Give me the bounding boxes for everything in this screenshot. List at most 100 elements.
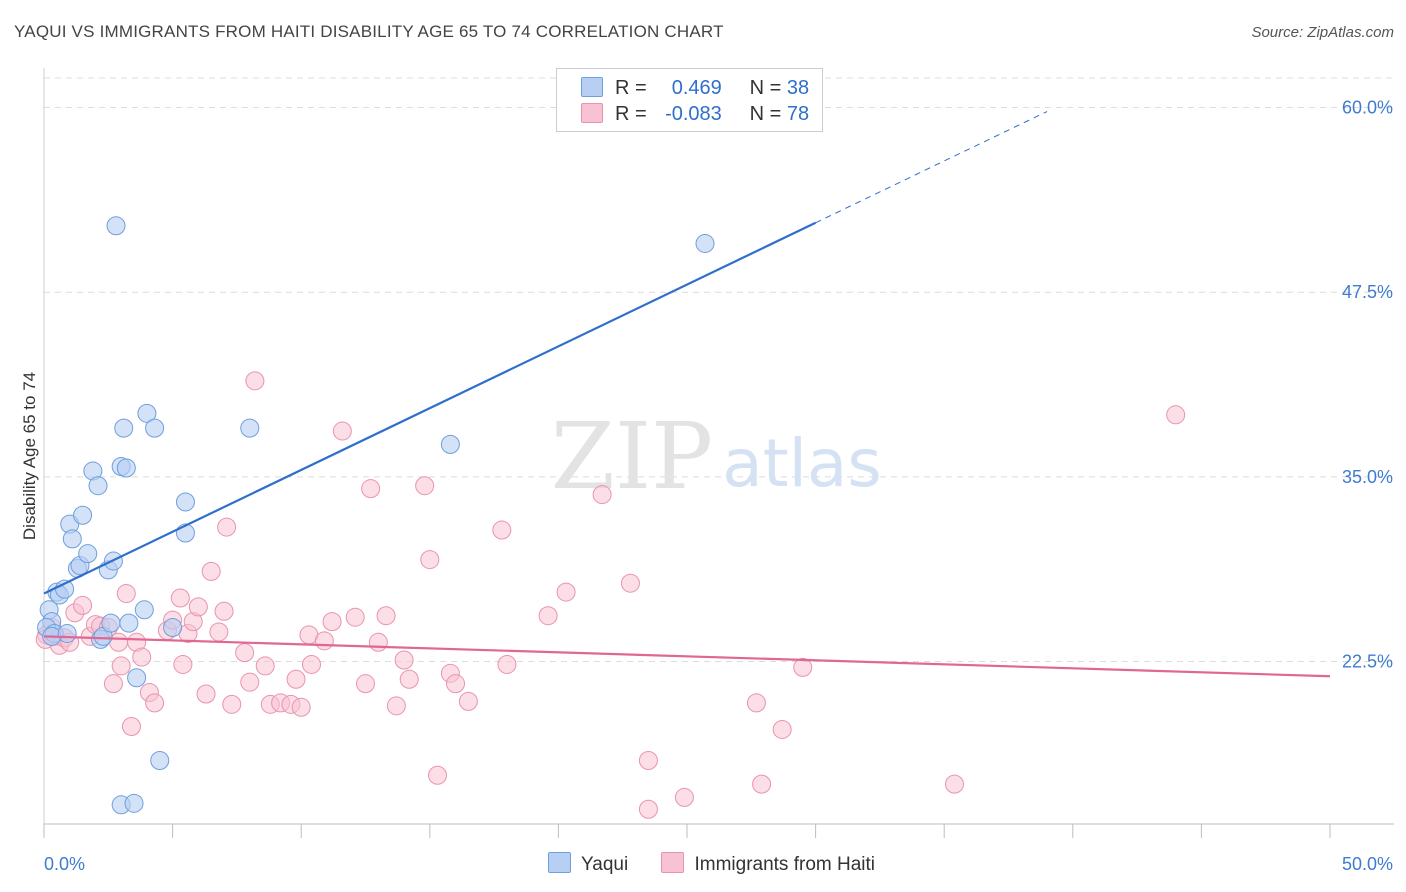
data-point-haiti bbox=[620, 573, 640, 593]
data-point-haiti bbox=[145, 693, 165, 713]
data-point-haiti bbox=[235, 643, 255, 663]
legend-yaqui-label: Yaqui bbox=[581, 854, 629, 875]
source-credit: Source: ZipAtlas.com bbox=[1251, 24, 1394, 41]
y-tick-label: 35.0% bbox=[1342, 467, 1393, 487]
data-point-haiti bbox=[394, 650, 414, 670]
trend-line-yaqui-extension bbox=[815, 111, 1048, 224]
legend-row-yaqui: R = 0.469 N = 38 bbox=[581, 77, 809, 101]
data-point-haiti bbox=[368, 632, 388, 652]
series-haiti-points bbox=[35, 371, 1186, 819]
data-point-haiti bbox=[132, 647, 152, 667]
data-point-haiti bbox=[240, 672, 260, 692]
data-point-haiti bbox=[322, 612, 342, 632]
data-point-yaqui bbox=[163, 618, 183, 638]
y-tick-label: 60.0% bbox=[1342, 98, 1393, 118]
legend-row-haiti: R = -0.083 N = 78 bbox=[581, 103, 809, 127]
haiti-legend-swatch bbox=[661, 852, 685, 873]
data-point-haiti bbox=[772, 719, 792, 739]
data-point-haiti bbox=[201, 561, 221, 581]
yaqui-r-value: 0.469 bbox=[671, 77, 722, 99]
data-point-yaqui bbox=[240, 418, 260, 438]
data-point-yaqui bbox=[695, 233, 715, 253]
data-point-yaqui bbox=[62, 529, 82, 549]
data-point-haiti bbox=[217, 517, 237, 537]
y-tick-label: 22.5% bbox=[1342, 652, 1393, 672]
x-tick-label-min: 0.0% bbox=[44, 854, 85, 874]
data-point-yaqui bbox=[175, 492, 195, 512]
data-point-haiti bbox=[103, 674, 123, 694]
data-point-yaqui bbox=[145, 418, 165, 438]
n-label: N = bbox=[749, 77, 782, 99]
data-point-yaqui bbox=[78, 544, 98, 564]
data-point-haiti bbox=[674, 787, 694, 807]
data-point-haiti bbox=[428, 765, 448, 785]
data-point-yaqui bbox=[116, 458, 136, 478]
data-point-haiti bbox=[386, 696, 406, 716]
data-point-yaqui bbox=[106, 216, 126, 236]
y-axis-label: Disability Age 65 to 74 bbox=[20, 371, 39, 541]
data-point-haiti bbox=[1166, 405, 1186, 425]
data-point-yaqui bbox=[137, 403, 157, 423]
haiti-swatch bbox=[581, 103, 603, 123]
data-point-haiti bbox=[752, 774, 772, 794]
series-yaqui-points bbox=[37, 216, 715, 815]
legend-item-yaqui[interactable]: Yaqui bbox=[548, 852, 628, 876]
legend-item-haiti[interactable]: Immigrants from Haiti bbox=[661, 852, 875, 876]
data-point-haiti bbox=[291, 697, 311, 717]
legend-haiti-label: Immigrants from Haiti bbox=[694, 854, 875, 875]
data-point-yaqui bbox=[114, 418, 134, 438]
data-point-haiti bbox=[492, 520, 512, 540]
tick-labels: 22.5% 35.0% 47.5% 60.0% 0.0% 50.0% bbox=[44, 98, 1393, 874]
data-point-haiti bbox=[214, 601, 234, 621]
data-point-haiti bbox=[73, 595, 93, 615]
data-point-haiti bbox=[497, 654, 517, 674]
data-point-haiti bbox=[188, 597, 208, 617]
data-point-haiti bbox=[116, 584, 136, 604]
trend-line-yaqui bbox=[43, 221, 817, 595]
data-point-haiti bbox=[458, 691, 478, 711]
data-point-haiti bbox=[345, 607, 365, 627]
data-point-yaqui bbox=[119, 613, 139, 633]
gridlines bbox=[44, 77, 1394, 663]
data-point-haiti bbox=[301, 654, 321, 674]
data-point-haiti bbox=[592, 485, 612, 505]
data-point-yaqui bbox=[101, 613, 121, 633]
data-point-haiti bbox=[332, 421, 352, 441]
data-point-haiti bbox=[245, 371, 265, 391]
yaqui-swatch bbox=[581, 77, 603, 97]
data-point-haiti bbox=[399, 669, 419, 689]
watermark: ZIP atlas bbox=[551, 403, 882, 510]
n-label: N = bbox=[749, 103, 782, 125]
data-point-haiti bbox=[746, 693, 766, 713]
data-point-yaqui bbox=[88, 476, 108, 496]
watermark-atlas: atlas bbox=[722, 425, 882, 502]
data-point-haiti bbox=[420, 550, 440, 570]
data-point-haiti bbox=[222, 694, 242, 714]
data-point-haiti bbox=[944, 774, 964, 794]
series-legend: Yaqui Immigrants from Haiti bbox=[548, 852, 903, 876]
trend-line-haiti bbox=[43, 635, 1331, 678]
yaqui-legend-swatch bbox=[548, 852, 571, 873]
data-point-yaqui bbox=[57, 623, 77, 643]
data-point-haiti bbox=[556, 582, 576, 602]
data-point-yaqui bbox=[124, 793, 144, 813]
y-tick-label: 47.5% bbox=[1342, 282, 1393, 302]
data-point-yaqui bbox=[134, 600, 154, 620]
data-point-haiti bbox=[121, 717, 141, 737]
data-point-haiti bbox=[255, 656, 275, 676]
data-point-yaqui bbox=[127, 668, 147, 688]
axes bbox=[43, 68, 1394, 838]
trend-lines bbox=[43, 111, 1331, 678]
data-point-haiti bbox=[361, 479, 381, 499]
data-point-haiti bbox=[170, 588, 190, 608]
data-point-haiti bbox=[793, 657, 813, 677]
watermark-zip: ZIP bbox=[551, 403, 713, 510]
haiti-n-value: 78 bbox=[786, 103, 810, 125]
data-point-haiti bbox=[314, 631, 334, 651]
data-point-haiti bbox=[446, 674, 466, 694]
data-point-haiti bbox=[111, 656, 131, 676]
data-point-haiti bbox=[415, 476, 435, 496]
data-point-yaqui bbox=[73, 505, 93, 525]
data-point-haiti bbox=[538, 606, 558, 626]
